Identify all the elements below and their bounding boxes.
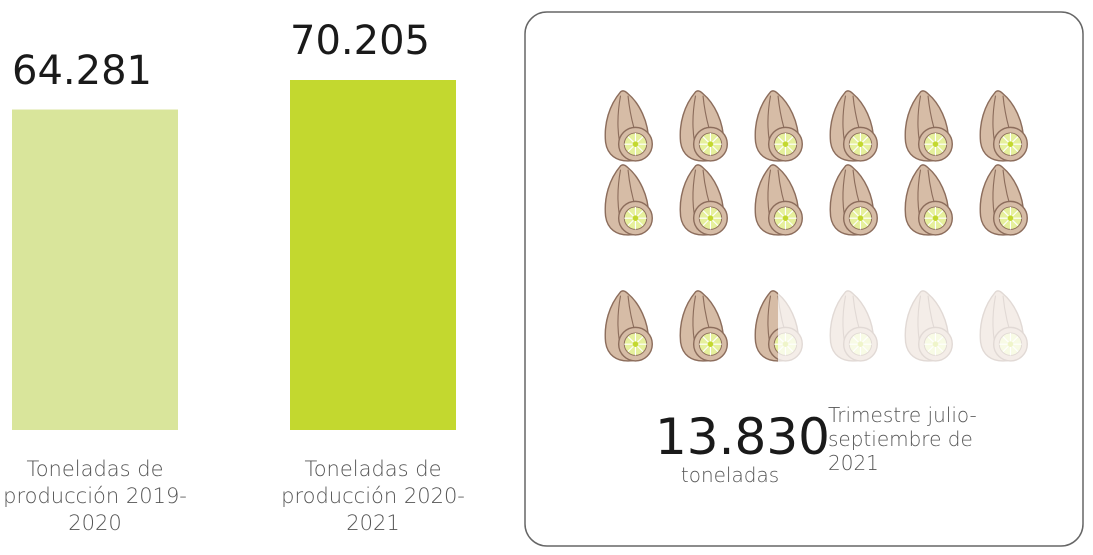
category-label: Toneladas de producción 2020-2021 xyxy=(273,456,473,537)
pictogram-period: Trimestre julio-septiembre de 2021 xyxy=(828,403,1018,475)
value-label: 70.205 xyxy=(290,18,456,64)
pictogram-value: 13.830 xyxy=(655,408,830,466)
bar xyxy=(12,110,178,430)
pictogram-unit: toneladas xyxy=(655,462,805,489)
value-label: 64.281 xyxy=(12,48,178,94)
category-label: Toneladas de producción 2019-2020 xyxy=(0,456,195,537)
infographic: 13.830 toneladas Trimestre julio-septiem… xyxy=(0,0,1093,555)
bar xyxy=(290,80,456,430)
